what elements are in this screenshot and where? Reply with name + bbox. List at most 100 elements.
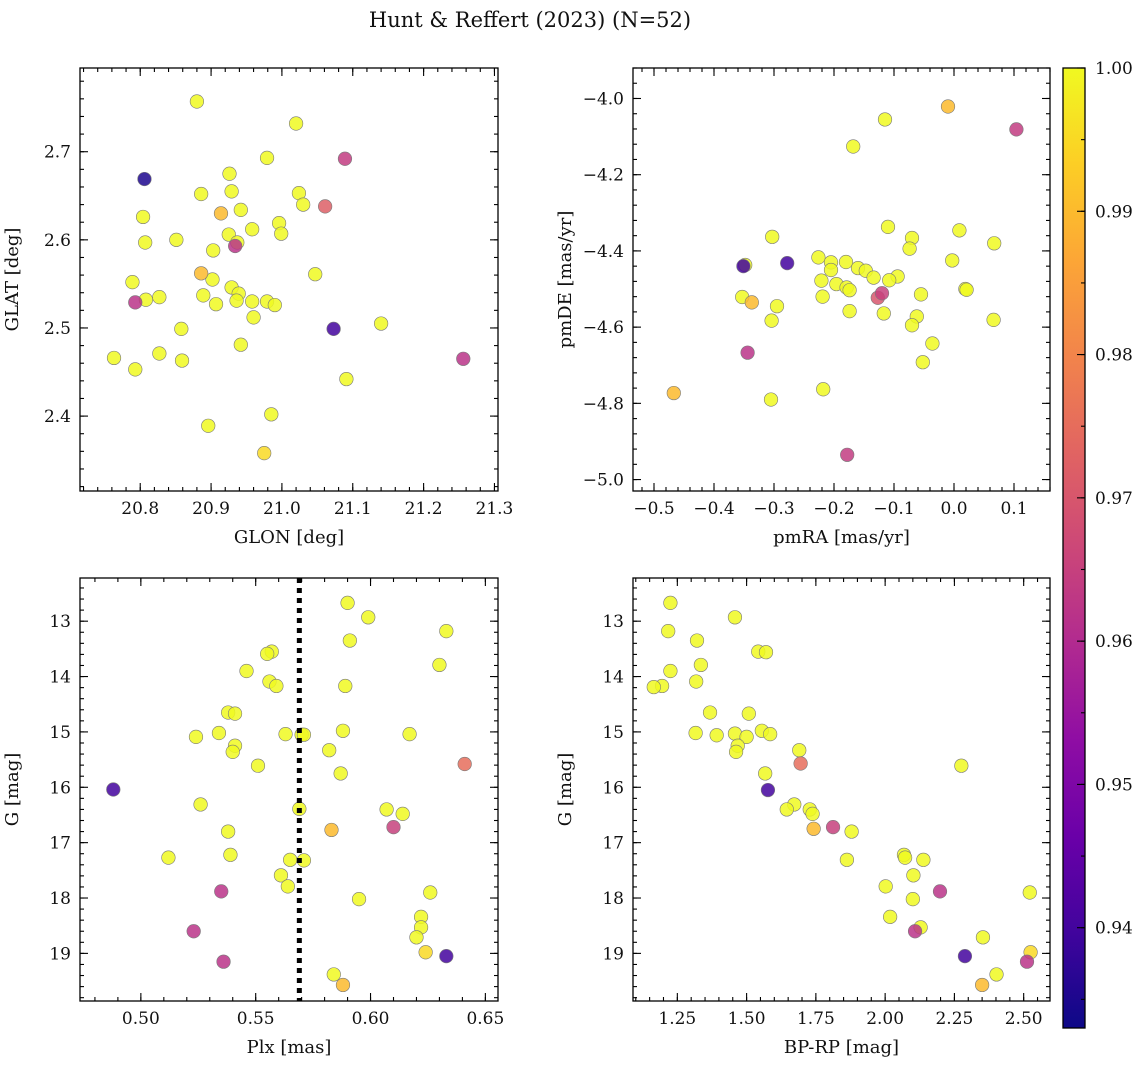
plot-frame: [79, 67, 499, 492]
x-tick-label: 1.25: [658, 1009, 696, 1029]
x-tick-label: 1.50: [728, 1009, 766, 1029]
x-tick-label: 21.0: [263, 499, 301, 519]
scatter-point: [138, 235, 153, 250]
scatter-point: [646, 679, 661, 695]
panel-pmra-pmde: −0.5 −0.4 −0.3 −0.2 −0.1 0.0 0.1 −5.0 −4.8 −4.6 −4…: [555, 67, 1051, 548]
panel-bprp-g: 1.25 1.50 1.75 2.00 2.25 2.50 13 14 15 16 17 18 19 BP…: [555, 577, 1051, 1058]
scatter-points: [106, 94, 471, 461]
scatter-point: [196, 288, 211, 303]
scatter-points: [666, 99, 1024, 462]
scatter-point: [280, 879, 295, 894]
scatter-point: [811, 250, 826, 265]
y-tick-label: 2.4: [44, 407, 71, 427]
scatter-point: [876, 306, 891, 321]
scatter-point: [222, 166, 237, 181]
scatter-point: [728, 744, 744, 759]
x-tick-label: 0.1: [1000, 499, 1027, 519]
scatter-point: [228, 238, 243, 254]
y-tick-label: 15: [49, 723, 71, 743]
scatter-point: [288, 116, 304, 131]
scatter-point: [989, 967, 1004, 982]
scatter-point: [877, 112, 893, 127]
panel-glon-glat: 20.8 20.9 21.0 21.1 21.2 21.3 2.4 2.5 2.6 2.7 GLON…: [2, 67, 513, 548]
scatter-point: [351, 892, 367, 907]
scatter-point: [322, 743, 337, 758]
scatter-point: [137, 171, 152, 187]
scatter-point: [233, 337, 248, 352]
scatter-point: [793, 756, 808, 771]
scatter-point: [128, 295, 143, 310]
x-tick-label: −0.1: [873, 499, 914, 519]
scatter-point: [915, 355, 930, 370]
scatter-point: [916, 852, 931, 867]
x-tick-label: −0.5: [633, 499, 674, 519]
scatter-point: [174, 321, 189, 336]
colorbar-tick-label: 0.94: [1095, 919, 1133, 939]
scatter-point: [326, 967, 341, 982]
scatter-point: [259, 150, 275, 165]
colorbar-tick-label: 1.00: [1095, 59, 1133, 79]
scatter-points: [106, 595, 472, 993]
scatter-point: [815, 289, 830, 304]
scatter-point: [906, 868, 921, 883]
x-tick-label: 0.0: [940, 499, 967, 519]
scatter-point: [663, 595, 678, 611]
scatter-point: [161, 850, 176, 865]
plot-frame: [632, 577, 1051, 1002]
y-tick-label: 2.6: [44, 231, 71, 251]
scatter-point: [188, 729, 204, 745]
scatter-point: [205, 272, 220, 287]
scatter-point: [744, 295, 759, 310]
scatter-point: [333, 766, 348, 781]
x-tick-label: 0.55: [237, 1009, 275, 1029]
scatter-point: [902, 241, 917, 256]
scatter-point: [1019, 954, 1035, 969]
scatter-point: [736, 259, 751, 274]
scatter-point: [125, 275, 140, 290]
colorbar-tick-label: 0.97: [1095, 489, 1133, 509]
scatter-point: [457, 756, 472, 772]
scatter-point: [880, 219, 896, 235]
scatter-point: [952, 223, 967, 238]
scatter-point: [169, 232, 184, 247]
y-tick-label: 17: [602, 834, 624, 854]
scatter-point: [106, 350, 122, 366]
scatter-point: [769, 299, 785, 314]
scatter-point: [223, 847, 238, 862]
scatter-point: [337, 151, 353, 166]
scatter-point: [765, 229, 780, 244]
scatter-point: [135, 209, 151, 225]
scatter-point: [975, 930, 991, 945]
scatter-point: [152, 346, 167, 361]
scatter-point: [208, 297, 224, 312]
scatter-point: [823, 262, 839, 278]
scatter-point: [709, 728, 724, 743]
y-tick-label: 17: [49, 834, 71, 854]
scatter-point: [866, 270, 881, 285]
scatter-point: [741, 706, 756, 721]
y-tick-label: 15: [602, 723, 624, 743]
scatter-point: [739, 729, 754, 745]
scatter-point: [395, 806, 410, 821]
colorbar-tick-label: 0.96: [1095, 632, 1133, 652]
scatter-point: [905, 892, 920, 907]
scatter-points: [646, 595, 1038, 993]
scatter-point: [229, 293, 244, 308]
scatter-point: [423, 885, 438, 900]
scatter-point: [186, 924, 201, 939]
plot-frame: [79, 577, 499, 1002]
y-tick-label: 19: [49, 944, 71, 964]
scatter-point: [339, 371, 354, 387]
scatter-point: [174, 353, 190, 368]
scatter-point: [814, 273, 829, 288]
scatter-point: [456, 351, 471, 366]
scatter-point: [214, 884, 229, 899]
scatter-point: [913, 287, 929, 302]
scatter-point: [688, 725, 703, 741]
scatter-point: [840, 447, 855, 462]
scatter-point: [945, 253, 960, 268]
y-tick-label: −4.8: [583, 394, 624, 414]
x-tick-label: −0.2: [813, 499, 854, 519]
x-tick-label: 0.60: [352, 1009, 390, 1029]
